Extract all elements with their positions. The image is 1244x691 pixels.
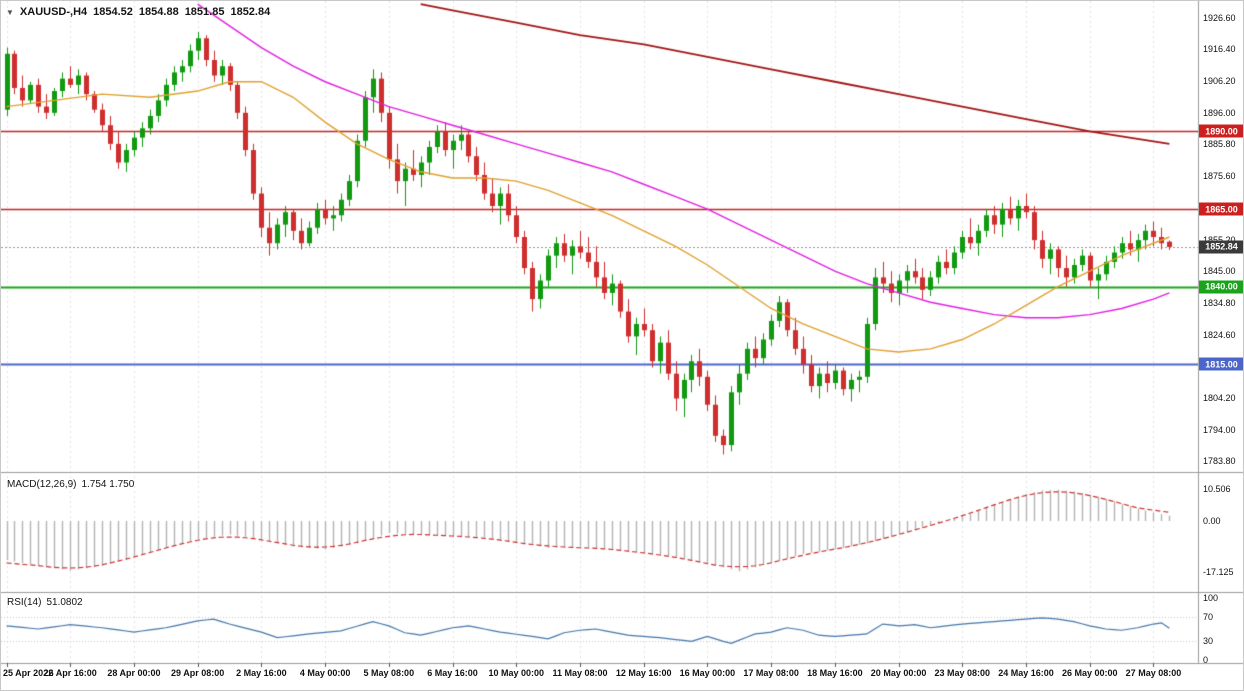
macd-values: 1.754 1.750 [81, 479, 135, 490]
chart-header: ▼ XAUUSD-,H4 1854.52 1854.88 1851.85 185… [6, 6, 270, 18]
price-axis[interactable] [1198, 1, 1243, 663]
time-axis[interactable] [1, 663, 1243, 690]
ohlc-high-value: 1854.88 [138, 6, 179, 18]
rsi-value: 51.0802 [46, 597, 83, 608]
rsi-indicator-label: RSI(14) 51.0802 [7, 597, 83, 608]
symbol-timeframe-label: XAUUSD-,H4 [19, 6, 88, 18]
rsi-name: RSI(14) [7, 597, 42, 608]
ohlc-open-value: 1854.52 [93, 6, 133, 18]
one-click-trading-toggle-icon[interactable]: ▼ [6, 7, 14, 17]
macd-name: MACD(12,26,9) [7, 479, 77, 490]
macd-indicator-label: MACD(12,26,9) 1.754 1.750 [7, 479, 134, 490]
ohlc-low-value: 1851.85 [184, 6, 225, 18]
ohlc-close-value: 1852.84 [230, 6, 271, 18]
